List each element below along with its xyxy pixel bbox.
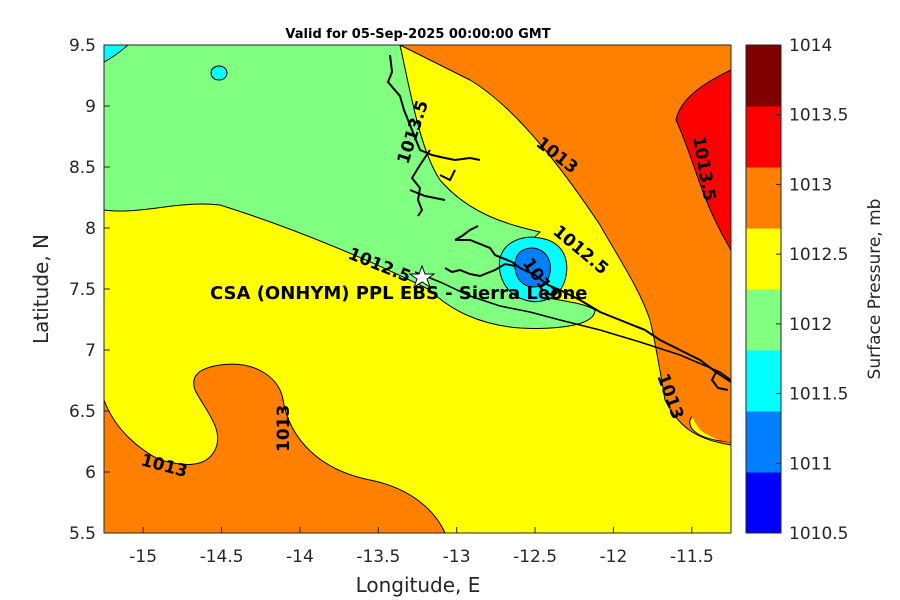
x-tick-label: -15 (129, 547, 157, 567)
colorbar-tick-label: 1013.5 (789, 106, 848, 126)
colorbar-tick-label: 1012 (789, 315, 832, 335)
y-tick-label: 5.5 (69, 524, 96, 544)
colorbar: 1010.5 1011 1011.5 1012 1012.5 1013 1013.5 1014 (745, 36, 848, 544)
x-axis-ticks: -15 -14.5 -14 -13.5 -13 -12.5 -12 -11.5 (129, 527, 714, 567)
site-label: CSA (ONHYM) PPL EBS - Sierra Leone (210, 283, 587, 304)
site-star-icon (408, 264, 436, 289)
colorbar-segment (746, 289, 781, 351)
colorbar-segment (746, 472, 781, 534)
contour-label: 1013 (274, 405, 294, 452)
region-1013-ne (399, 45, 731, 533)
y-tick-label: 7 (85, 341, 96, 361)
y-tick-label: 9 (85, 97, 96, 117)
x-tick-label: -14 (286, 547, 314, 567)
ship-track-line (414, 271, 731, 381)
y-tick-label: 6.5 (69, 402, 96, 422)
colorbar-tick-label: 1012.5 (789, 245, 848, 265)
colorbar-segment (746, 45, 781, 107)
colorbar-segment (746, 106, 781, 168)
map-area (104, 45, 731, 533)
region-1013-5 (675, 69, 731, 251)
colorbar-tick-label: 1013 (789, 175, 832, 195)
y-tick-label: 8.5 (69, 158, 96, 178)
figure-title: Valid for 05-Sep-2025 00:00:00 GMT (285, 27, 550, 42)
colorbar-segment (746, 167, 781, 229)
region-1012 (104, 45, 596, 329)
x-tick-label: -13 (443, 547, 471, 567)
coastline (386, 54, 731, 391)
y-tick-label: 7.5 (69, 280, 96, 300)
colorbar-tick-label: 1010.5 (789, 524, 848, 544)
region-1011 (514, 247, 551, 288)
colorbar-label: Surface Pressure, mb (865, 199, 885, 380)
colorbar-segment (746, 411, 781, 473)
colorbar-segment (746, 350, 781, 412)
x-tick-label: -12 (600, 547, 628, 567)
region-cyan-blob (210, 65, 228, 81)
colorbar-frame (745, 44, 782, 534)
colorbar-segment (746, 228, 781, 290)
region-1013-east (650, 320, 731, 442)
y-tick-label: 8 (85, 219, 96, 239)
colorbar-tick-label: 1011.5 (789, 385, 848, 405)
colorbar-tick-label: 1014 (789, 36, 832, 56)
x-tick-label: -13.5 (356, 547, 400, 567)
x-tick-label: -12.5 (513, 547, 557, 567)
x-axis-label: Longitude, E (356, 573, 481, 597)
x-tick-label: -11.5 (670, 547, 714, 567)
colorbar-tick-label: 1011 (789, 454, 832, 474)
x-tick-label: -14.5 (200, 547, 244, 567)
y-axis-label: Latitude, N (29, 234, 53, 344)
y-tick-label: 6 (85, 463, 96, 483)
y-tick-label: 9.5 (69, 36, 96, 56)
y-axis-ticks: 5.5 6 6.5 7 7.5 8 8.5 9 9.5 (69, 36, 110, 544)
region-1013-sw (104, 363, 446, 533)
